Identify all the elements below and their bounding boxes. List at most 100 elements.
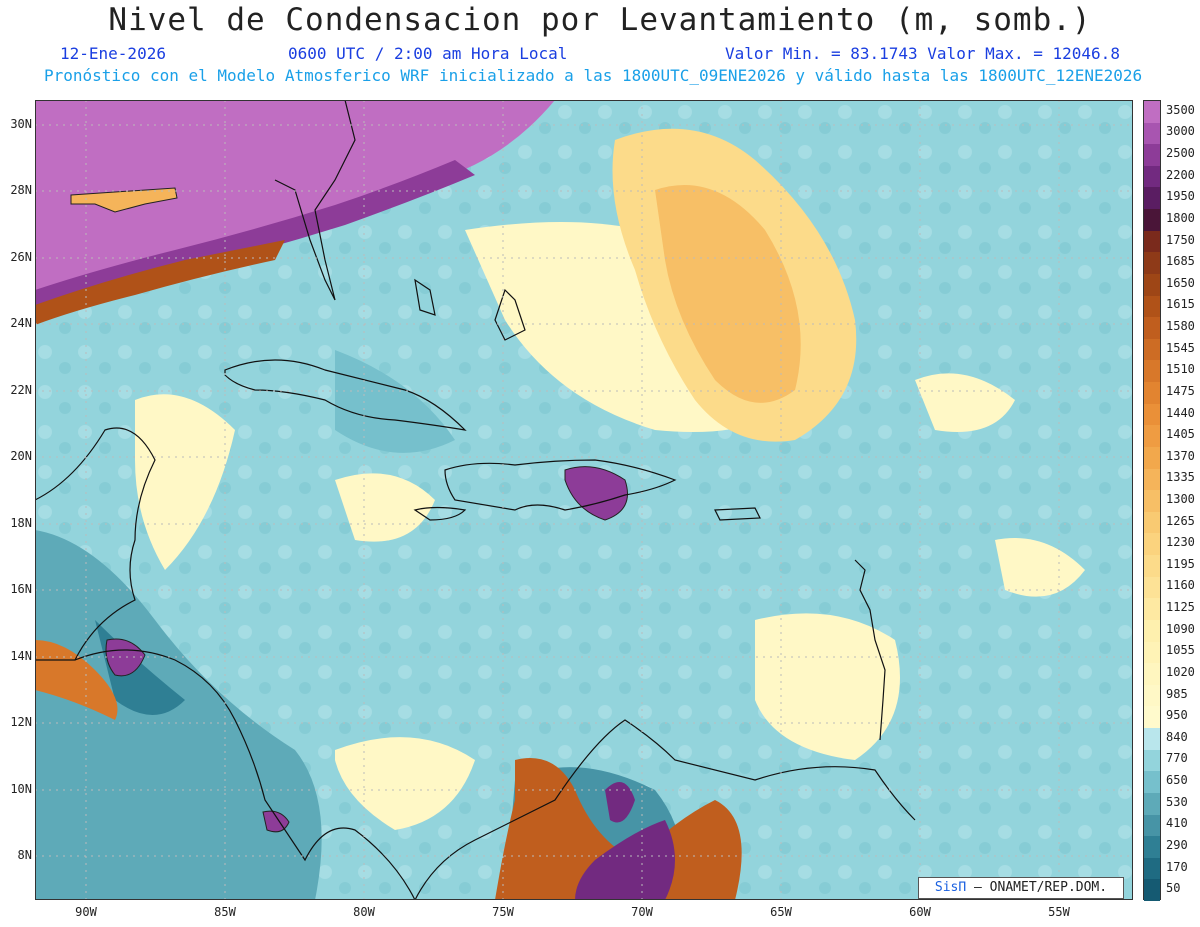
colorbar-swatch bbox=[1144, 792, 1160, 815]
colorbar-swatch bbox=[1144, 382, 1160, 405]
colorbar-swatch bbox=[1144, 122, 1160, 145]
lon-label-60w: 60W bbox=[909, 905, 931, 919]
colorbar-swatch bbox=[1144, 619, 1160, 643]
colorbar-swatch bbox=[1144, 836, 1160, 859]
colorbar-swatch bbox=[1144, 360, 1160, 383]
colorbar-label: 1650 bbox=[1166, 275, 1195, 290]
lon-label-55w: 55W bbox=[1048, 905, 1070, 919]
lat-label-26n: 26N bbox=[10, 250, 32, 264]
lon-label-70w: 70W bbox=[631, 905, 653, 919]
colorbar-label: 1090 bbox=[1166, 621, 1195, 636]
colorbar-swatch bbox=[1144, 749, 1160, 772]
lat-label-18n: 18N bbox=[10, 516, 32, 530]
lat-label-16n: 16N bbox=[10, 582, 32, 596]
colorbar-label: 1615 bbox=[1166, 297, 1195, 312]
colorbar-swatch bbox=[1144, 230, 1160, 253]
colorbar-swatch bbox=[1144, 641, 1160, 664]
colorbar-swatch bbox=[1144, 446, 1160, 470]
colorbar-label: 410 bbox=[1166, 816, 1188, 831]
colorbar-swatch bbox=[1144, 165, 1160, 188]
colorbar-swatch bbox=[1144, 706, 1160, 729]
lat-label-8n: 8N bbox=[17, 848, 32, 862]
colorbar-swatch bbox=[1144, 533, 1160, 556]
lcl-map bbox=[35, 100, 1133, 900]
coastlines bbox=[35, 100, 916, 900]
colorbar-label: 1055 bbox=[1166, 643, 1195, 658]
colorbar-label: 1685 bbox=[1166, 254, 1195, 269]
colorbar-label: 290 bbox=[1166, 837, 1188, 852]
colorbar-swatch bbox=[1144, 187, 1160, 210]
colorbar-label: 1545 bbox=[1166, 340, 1195, 355]
credit-text: – ONAMET/REP.DOM. bbox=[966, 880, 1108, 895]
colorbar-label: 50 bbox=[1166, 881, 1181, 896]
lon-label-85w: 85W bbox=[214, 905, 236, 919]
colorbar-swatch bbox=[1144, 576, 1160, 599]
colorbar-label: 1125 bbox=[1166, 600, 1195, 615]
colorbar-swatch bbox=[1144, 511, 1160, 534]
colorbar-label: 1750 bbox=[1166, 232, 1195, 247]
colorbar-swatch bbox=[1144, 209, 1160, 232]
min-max-values: Valor Min. = 83.1743 Valor Max. = 12046.… bbox=[725, 44, 1120, 63]
colorbar-label: 1510 bbox=[1166, 362, 1195, 377]
lat-label-20n: 20N bbox=[10, 449, 32, 463]
colorbar-swatch bbox=[1144, 598, 1160, 621]
colorbar-label: 1440 bbox=[1166, 405, 1195, 420]
colorbar-label: 1950 bbox=[1166, 189, 1195, 204]
colorbar-swatch bbox=[1144, 728, 1160, 751]
colorbar-label: 1475 bbox=[1166, 383, 1195, 398]
credit-box: SisΠ – ONAMET/REP.DOM. bbox=[918, 877, 1124, 899]
colorbar-swatch bbox=[1144, 555, 1160, 578]
colorbar-label: 1405 bbox=[1166, 427, 1195, 442]
lat-label-28n: 28N bbox=[10, 183, 32, 197]
colorbar-label: 1195 bbox=[1166, 556, 1195, 571]
lat-label-10n: 10N bbox=[10, 782, 32, 796]
colorbar-label: 985 bbox=[1166, 686, 1188, 701]
lon-label-80w: 80W bbox=[353, 905, 375, 919]
lat-label-14n: 14N bbox=[10, 649, 32, 663]
lat-label-30n: 30N bbox=[10, 117, 32, 131]
lat-label-22n: 22N bbox=[10, 383, 32, 397]
colorbar-label: 1580 bbox=[1166, 319, 1195, 334]
colorbar-label: 650 bbox=[1166, 773, 1188, 788]
colorbar-label: 3000 bbox=[1166, 124, 1195, 139]
colorbar-label: 1020 bbox=[1166, 664, 1195, 679]
colorbar-swatch bbox=[1144, 468, 1160, 491]
colorbar-swatch bbox=[1144, 684, 1160, 707]
colorbar-swatch bbox=[1144, 403, 1160, 426]
colorbar-swatch bbox=[1144, 857, 1160, 880]
colorbar bbox=[1143, 100, 1161, 902]
model-info: Pronóstico con el Modelo Atmosferico WRF… bbox=[44, 66, 1143, 85]
graticule bbox=[35, 100, 1133, 900]
colorbar-label: 1370 bbox=[1166, 448, 1195, 463]
lon-label-90w: 90W bbox=[75, 905, 97, 919]
sis-logo: SisΠ bbox=[934, 880, 967, 895]
colorbar-swatch bbox=[1144, 317, 1160, 340]
lat-label-24n: 24N bbox=[10, 316, 32, 330]
colorbar-label: 530 bbox=[1166, 794, 1188, 809]
colorbar-label: 840 bbox=[1166, 729, 1188, 744]
colorbar-swatch bbox=[1144, 144, 1160, 167]
colorbar-swatch bbox=[1144, 879, 1160, 902]
colorbar-label: 1230 bbox=[1166, 535, 1195, 550]
colorbar-label: 1800 bbox=[1166, 210, 1195, 225]
colorbar-swatch bbox=[1144, 663, 1160, 686]
forecast-time: 0600 UTC / 2:00 am Hora Local bbox=[288, 44, 568, 63]
colorbar-label: 770 bbox=[1166, 751, 1188, 766]
colorbar-swatch bbox=[1144, 425, 1160, 448]
colorbar-label: 1265 bbox=[1166, 513, 1195, 528]
colorbar-label: 1335 bbox=[1166, 470, 1195, 485]
colorbar-swatch bbox=[1144, 295, 1160, 318]
colorbar-swatch bbox=[1144, 252, 1160, 275]
colorbar-label: 1160 bbox=[1166, 578, 1195, 593]
colorbar-label: 2200 bbox=[1166, 167, 1195, 182]
colorbar-label: 1300 bbox=[1166, 492, 1195, 506]
lcl-very-high-hispaniola bbox=[564, 466, 628, 521]
colorbar-label: 170 bbox=[1166, 859, 1188, 874]
lcl-high-south-america bbox=[495, 758, 742, 900]
colorbar-swatch bbox=[1144, 273, 1160, 297]
lon-label-75w: 75W bbox=[492, 905, 514, 919]
lon-label-65w: 65W bbox=[770, 905, 792, 919]
colorbar-swatch bbox=[1144, 101, 1160, 124]
lcl-low-central-america bbox=[35, 530, 322, 900]
colorbar-label: 3500 bbox=[1166, 102, 1195, 117]
